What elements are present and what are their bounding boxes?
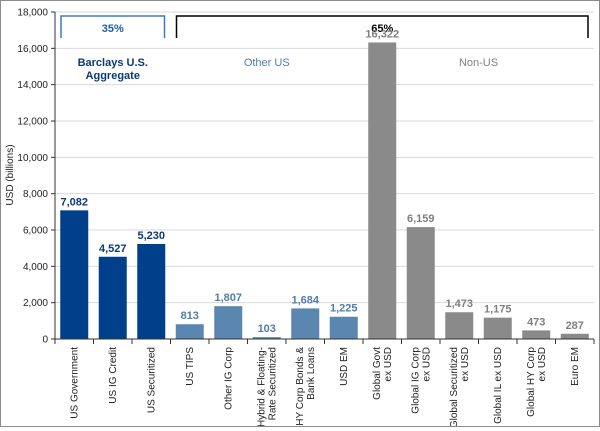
group-label: Other US xyxy=(244,57,290,69)
value-label: 813 xyxy=(181,310,199,322)
x-tick-label: Global IG Corp xyxy=(410,347,421,414)
bracket-label: 65% xyxy=(371,23,393,35)
bar xyxy=(252,337,281,339)
group-brackets: 35% 65% xyxy=(60,15,589,38)
value-label: 1,807 xyxy=(214,292,242,304)
group-label: Aggregate xyxy=(86,70,140,82)
bar xyxy=(522,330,551,339)
value-label: 4,527 xyxy=(99,243,127,255)
value-label: 103 xyxy=(258,323,276,335)
y-axis: 0 2,000 4,000 6,000 8,000 10,000 12,000 14,000 1… xyxy=(17,8,56,346)
x-tick-label: Hybrid & Floating- xyxy=(256,347,267,426)
bar xyxy=(175,324,204,339)
x-tick-label: US IG Credit xyxy=(108,347,119,404)
x-tick-label: Global Securitized xyxy=(449,347,460,426)
bracket xyxy=(60,15,166,38)
x-tick-label: Global Govt xyxy=(372,347,383,400)
bar xyxy=(137,243,166,339)
value-label: 7,082 xyxy=(60,196,88,208)
bar xyxy=(368,42,397,339)
bars xyxy=(60,42,589,339)
x-tick-label: Euro EM xyxy=(570,347,581,386)
group-label: Barclays U.S. xyxy=(78,57,148,69)
x-tick-label: ex USD xyxy=(537,347,548,381)
x-tick-label: ex USD xyxy=(421,347,432,381)
bar xyxy=(406,227,435,339)
y-tick-label: 10,000 xyxy=(17,153,48,164)
value-label: 5,230 xyxy=(137,230,165,242)
y-tick-label: 12,000 xyxy=(17,117,48,128)
value-label: 1,473 xyxy=(445,298,473,310)
x-tick-label: US TIPS xyxy=(185,347,196,386)
y-tick-label: 14,000 xyxy=(17,80,48,91)
x-tick-label: Bank Loans xyxy=(306,347,317,400)
value-labels: 7,082 4,527 5,230 813 1,807 103 1,684 1,225 16,3… xyxy=(60,28,583,335)
bar xyxy=(560,333,589,339)
y-tick-label: 4,000 xyxy=(23,262,48,273)
y-tick-label: 6,000 xyxy=(23,226,48,237)
bracket-label: 35% xyxy=(102,23,124,35)
x-tick-label: USD EM xyxy=(339,347,350,386)
x-axis: US Government US IG Credit US Securitized U… xyxy=(54,338,595,428)
bar xyxy=(291,308,320,339)
value-label: 6,159 xyxy=(407,213,435,225)
value-label: 1,225 xyxy=(330,303,358,315)
value-label: 473 xyxy=(527,316,545,328)
value-label: 287 xyxy=(566,320,584,332)
value-label: 1,175 xyxy=(484,304,512,316)
y-tick-label: 18,000 xyxy=(17,8,48,19)
x-tick-label: Global IL ex USD xyxy=(493,347,504,424)
x-tick-label: Rate Securitized xyxy=(267,347,278,420)
x-tick-label: Global HY Corp xyxy=(526,347,537,417)
y-tick-label: 8,000 xyxy=(23,189,48,200)
value-label: 1,684 xyxy=(291,294,319,306)
x-tick-label: US Securitized xyxy=(146,347,157,413)
group-labels: Barclays U.S.Aggregate Other US Non-US xyxy=(78,57,498,82)
x-tick-label: HY Corp Bonds & xyxy=(295,347,306,426)
bar xyxy=(445,312,474,339)
y-tick-label: 2,000 xyxy=(23,298,48,309)
group-label: Non-US xyxy=(459,57,498,69)
bar xyxy=(98,256,127,339)
x-tick-label: ex USD xyxy=(460,347,471,381)
value-label: 16,322 xyxy=(365,28,399,40)
bar xyxy=(214,306,243,339)
x-tick-label: US Government xyxy=(69,347,80,419)
y-tick-label: 0 xyxy=(42,335,48,346)
bar xyxy=(60,210,89,339)
y-axis-label: USD (billions) xyxy=(5,144,16,205)
y-tick-label: 16,000 xyxy=(17,44,48,55)
bar xyxy=(329,316,358,339)
bracket xyxy=(175,15,589,38)
bar xyxy=(483,317,512,339)
x-tick-label: Other IG Corp xyxy=(223,347,234,410)
x-tick-label: ex USD xyxy=(383,347,394,381)
